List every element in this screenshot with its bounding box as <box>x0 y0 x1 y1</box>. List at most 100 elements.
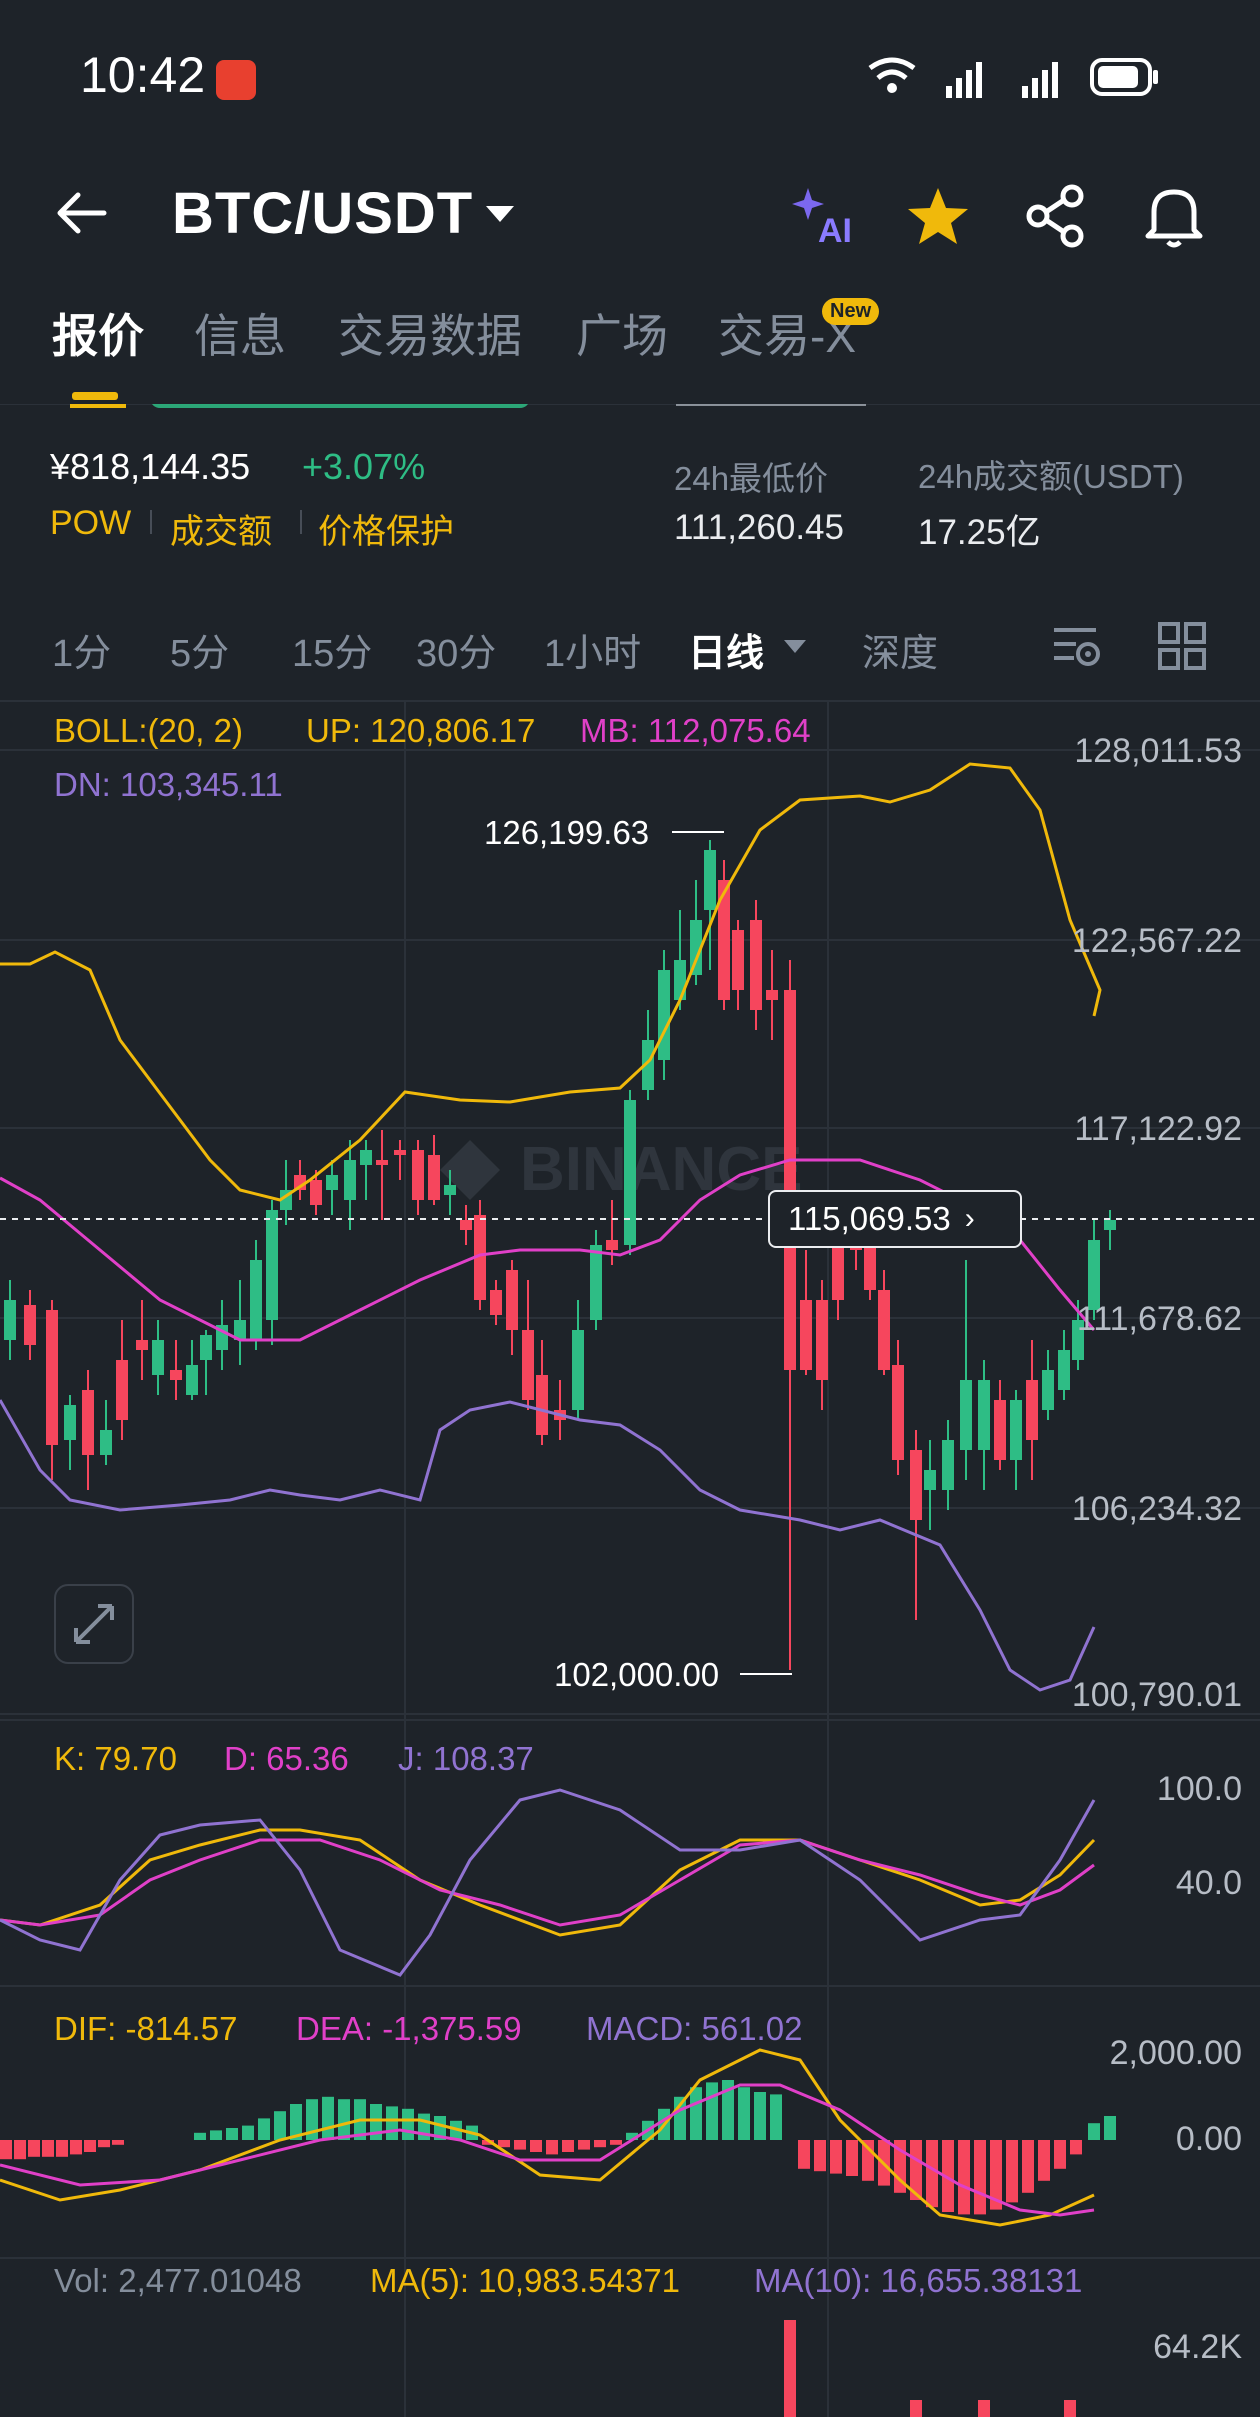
expand-icon <box>74 1604 114 1644</box>
pair-title[interactable]: BTC/USDT <box>172 181 474 246</box>
candle-body <box>766 990 778 1000</box>
vol-ma10: MA(10): 16,655.38131 <box>754 2262 1083 2299</box>
kdj-k: K: 79.70 <box>54 1740 177 1777</box>
macd-bar <box>226 2128 238 2140</box>
ai-assistant-button[interactable]: AI <box>792 184 856 250</box>
macd-bar <box>210 2130 222 2140</box>
macd-bar <box>42 2140 54 2157</box>
candle-body <box>234 1320 246 1340</box>
tab-info[interactable]: 信息 <box>194 310 286 362</box>
indicator-settings-icon[interactable] <box>1050 620 1104 674</box>
candle-body <box>924 1470 936 1490</box>
macd-axis-label: 0.00 <box>1175 2120 1242 2158</box>
candle-body <box>136 1340 148 1350</box>
candle-body <box>444 1185 456 1195</box>
interval-depth[interactable]: 深度 <box>862 633 939 675</box>
interval-5m[interactable]: 5分 <box>170 633 230 675</box>
candle-body <box>24 1305 36 1345</box>
tab-square[interactable]: 广场 <box>576 310 668 362</box>
chevron-down-icon[interactable] <box>482 202 518 226</box>
vol-ma5: MA(5): 10,983.54371 <box>370 2262 681 2299</box>
price-axis-label: 122,567.22 <box>1071 922 1242 960</box>
battery-icon <box>1090 58 1158 96</box>
candle-body <box>1104 1220 1116 1230</box>
macd-bar <box>434 2116 446 2140</box>
interval-1m[interactable]: 1分 <box>52 633 112 675</box>
volume-bar <box>910 2400 922 2417</box>
macd-bar <box>338 2099 350 2140</box>
status-bar: 10:42 <box>0 0 1260 160</box>
candle-body <box>732 930 744 990</box>
macd-bar <box>910 2140 922 2200</box>
macd-bar <box>194 2132 206 2140</box>
volume-bar <box>978 2400 990 2417</box>
price-change: +3.07% <box>302 446 426 487</box>
low-marker: 102,000.00 <box>554 1656 720 1693</box>
layout-grid-icon[interactable] <box>1156 620 1208 672</box>
boll-dn: DN: 103,345.11 <box>54 766 283 803</box>
candle-body <box>490 1290 502 1315</box>
price-axis-label: 100,790.01 <box>1071 1676 1242 1714</box>
tab-quote[interactable]: 报价 <box>52 310 144 362</box>
kline-chart[interactable]: BINANCE <box>0 700 1260 2417</box>
kdj-d-line <box>0 1838 1095 1927</box>
candle-body <box>624 1100 636 1245</box>
interval-1h[interactable]: 1小时 <box>544 633 642 675</box>
macd-bar <box>1054 2140 1066 2169</box>
macd-bar <box>1104 2116 1116 2140</box>
candle-body <box>428 1155 440 1200</box>
interval-dropdown-icon[interactable] <box>782 638 808 656</box>
bell-icon[interactable] <box>1142 182 1206 250</box>
candle-body <box>816 1300 828 1380</box>
macd-bar <box>1022 2140 1034 2193</box>
interval-daily[interactable]: 日线 <box>688 633 765 675</box>
share-icon[interactable] <box>1024 184 1088 248</box>
fullscreen-button[interactable] <box>54 1584 134 1664</box>
kdj-axis-label: 100.0 <box>1156 1770 1242 1808</box>
macd-bar <box>594 2140 606 2148</box>
boll-mb: MB: 112,075.64 <box>580 712 811 749</box>
star-favorite-icon[interactable] <box>906 184 970 248</box>
svg-text:AI: AI <box>818 212 852 248</box>
candle-body <box>152 1340 164 1375</box>
macd-bar <box>514 2140 526 2150</box>
macd-bar <box>290 2104 302 2140</box>
price-axis-label: 111,678.62 <box>1076 1300 1242 1338</box>
macd-bar <box>942 2140 954 2212</box>
macd-bar <box>770 2094 782 2140</box>
tag-pow[interactable]: POW <box>50 504 132 542</box>
stat-24h-low-label: 24h最低价 <box>674 460 829 497</box>
macd-bar <box>98 2140 110 2148</box>
candle-body <box>460 1220 472 1230</box>
candle-body <box>116 1360 128 1420</box>
tag-turnover[interactable]: 成交额 <box>170 513 272 551</box>
candle-body <box>1010 1400 1022 1460</box>
interval-30m[interactable]: 30分 <box>416 633 497 675</box>
candle-body <box>506 1270 518 1330</box>
back-arrow-icon[interactable] <box>54 188 118 238</box>
status-time: 10:42 <box>80 47 206 103</box>
last-price-box[interactable]: 115,069.53 › <box>768 1190 1022 1248</box>
macd-bar <box>274 2111 286 2140</box>
interval-15m[interactable]: 15分 <box>292 633 373 675</box>
macd-bar <box>610 2140 622 2145</box>
candle-body <box>100 1430 112 1455</box>
tab-trading-data[interactable]: 交易数据 <box>338 310 522 362</box>
tag-divider <box>150 510 152 534</box>
macd-bar <box>56 2140 68 2157</box>
macd-bar <box>322 2096 334 2140</box>
candle-body <box>360 1150 372 1165</box>
vol-axis-label: 64.2K <box>1153 2328 1242 2366</box>
candle-body <box>200 1335 212 1360</box>
candle-body <box>892 1365 904 1460</box>
candle-body <box>344 1160 356 1200</box>
macd-bar <box>546 2140 558 2155</box>
macd-bar <box>798 2140 810 2169</box>
candle-body <box>784 990 796 1370</box>
macd-bar <box>402 2108 414 2140</box>
candle-body <box>800 1300 812 1370</box>
last-price-value: 115,069.53 <box>788 1200 951 1237</box>
volume-bar <box>1064 2400 1076 2417</box>
tag-price-protection[interactable]: 价格保护 <box>318 513 454 551</box>
kdj-j-line <box>0 1788 1096 1977</box>
